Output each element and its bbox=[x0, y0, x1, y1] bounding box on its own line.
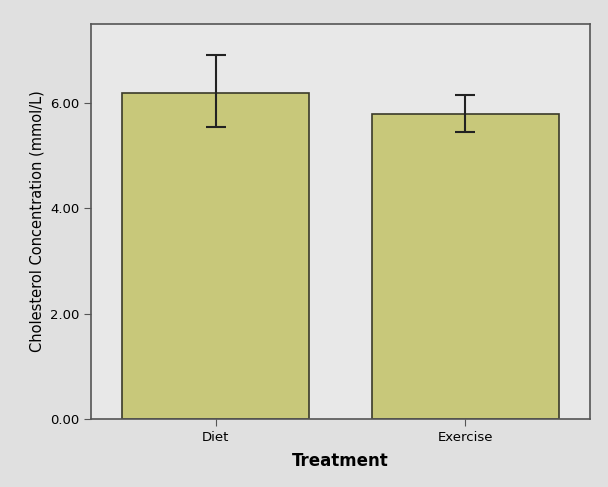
X-axis label: Treatment: Treatment bbox=[292, 452, 389, 470]
Y-axis label: Cholesterol Concentration (mmol/L): Cholesterol Concentration (mmol/L) bbox=[29, 91, 44, 353]
Bar bbox=[122, 93, 309, 419]
Bar bbox=[371, 114, 559, 419]
